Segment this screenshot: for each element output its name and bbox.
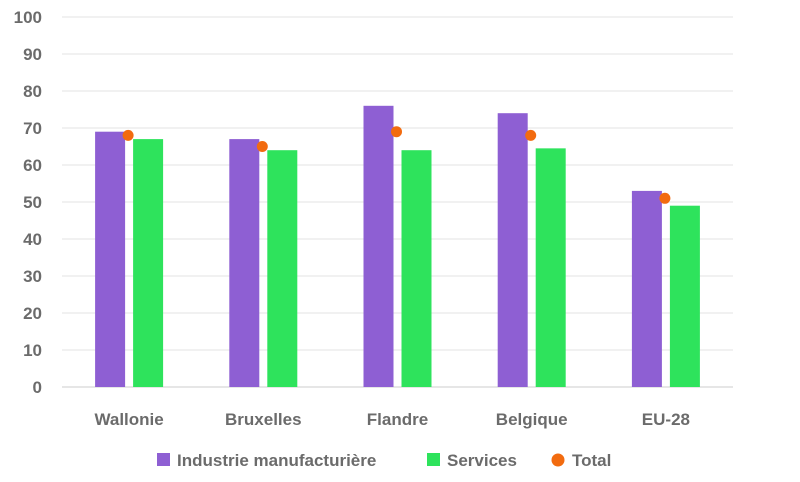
bars (95, 105, 700, 388)
bar-industrie-manufacturi-re (497, 113, 528, 387)
legend-swatch-total (551, 453, 565, 467)
y-tick-label: 0 (33, 378, 42, 397)
legend: Industrie manufacturière Services Total (157, 451, 611, 470)
y-tick-label: 100 (14, 8, 42, 27)
y-tick-label: 30 (23, 267, 42, 286)
y-tick-label: 10 (23, 341, 42, 360)
point-total (391, 126, 402, 138)
bar-services (669, 205, 700, 387)
point-total (256, 141, 268, 152)
legend-label-industrie-manufacturi-re: Industrie manufacturière (177, 451, 376, 470)
point-total (525, 129, 537, 141)
bar-services (535, 148, 566, 387)
y-tick-label: 80 (23, 82, 42, 101)
legend-label-total: Total (572, 451, 611, 470)
bar-industrie-manufacturi-re (363, 105, 394, 388)
y-tick-label: 60 (23, 156, 42, 175)
total-points (122, 126, 671, 204)
legend-label-services: Services (447, 451, 517, 470)
y-tick-label: 40 (23, 230, 42, 249)
legend-swatch-services (427, 453, 440, 466)
y-tick-label: 50 (23, 193, 42, 212)
legend-swatch-industrie-manufacturi-re (157, 453, 170, 466)
y-axis-tick-labels: 0 10 20 30 40 50 60 70 80 90 100 (14, 8, 42, 397)
y-tick-label: 20 (23, 304, 42, 323)
category-label: Wallonie (94, 410, 163, 429)
bar-services (267, 150, 298, 387)
category-label: Flandre (367, 410, 428, 429)
gridlines (62, 16, 733, 388)
y-tick-label: 90 (23, 45, 42, 64)
bar-services (401, 150, 432, 387)
category-label: Bruxelles (225, 410, 302, 429)
category-label: Belgique (496, 410, 568, 429)
point-total (122, 129, 134, 141)
bar-services (133, 139, 164, 387)
point-total (659, 192, 671, 204)
x-axis-category-labels: Wallonie Bruxelles Flandre Belgique EU-28 (94, 410, 690, 429)
category-label: EU-28 (642, 410, 690, 429)
bar-industrie-manufacturi-re (95, 131, 126, 387)
y-tick-label: 70 (23, 119, 42, 138)
bar-industrie-manufacturi-re (631, 190, 662, 387)
bar-industrie-manufacturi-re (229, 139, 260, 387)
